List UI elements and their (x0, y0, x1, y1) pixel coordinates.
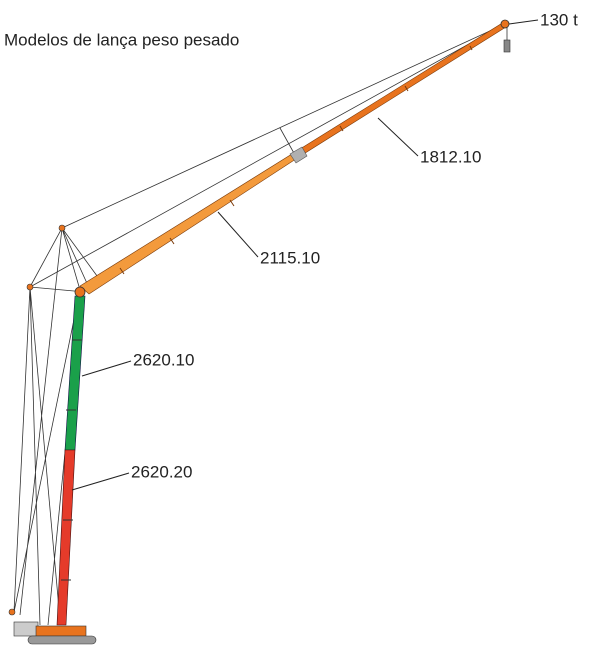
boom (79, 19, 511, 295)
callout-label: 2620.20 (131, 462, 192, 481)
leader-line (217, 211, 259, 258)
leader-line (377, 117, 419, 157)
base (8, 608, 97, 645)
mast (26, 224, 86, 626)
title: Modelos de lança peso pesado (4, 30, 239, 49)
callout-label: 1812.10 (420, 147, 481, 166)
leader-line (71, 472, 130, 491)
cables (13, 23, 506, 626)
callout-label: 2115.10 (260, 248, 320, 267)
callouts: 130 t 1812.10 2115.10 2620.10 2620.20 (71, 10, 578, 491)
leader-line (508, 19, 539, 25)
leader-line (81, 360, 132, 377)
callout-label: 130 t (540, 10, 578, 29)
callout-label: 2620.10 (133, 350, 194, 369)
